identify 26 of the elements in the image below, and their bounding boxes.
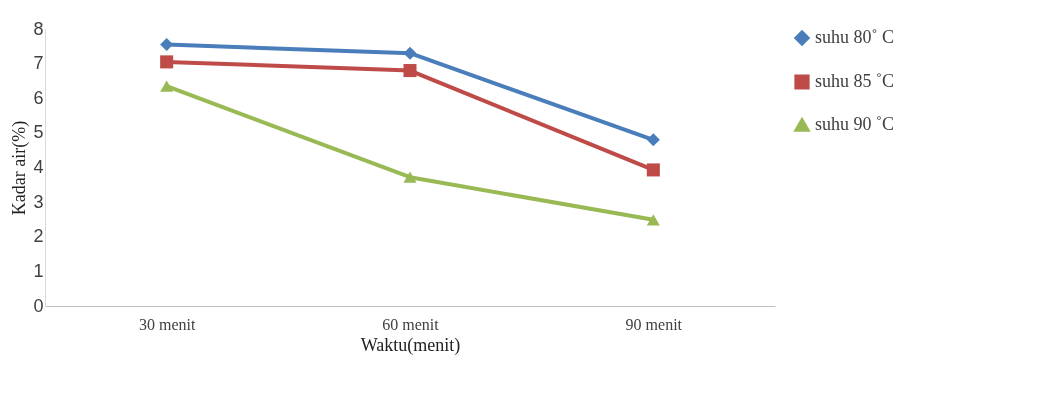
x-axis-title: Waktu(menit) [360, 334, 461, 356]
y-tick-label: 0 [33, 295, 44, 316]
x-tick-label: 60 menit [382, 315, 440, 333]
x-tick-label: 90 menit [625, 315, 683, 333]
y-tick-label: 8 [33, 18, 44, 39]
y-tick-label: 7 [33, 53, 44, 74]
point [403, 64, 417, 78]
point [160, 80, 174, 92]
legend-label: suhu 90 ˚C [815, 114, 895, 134]
y-tick-label: 1 [33, 260, 44, 281]
point [646, 214, 660, 226]
y-tick-label: 6 [33, 87, 44, 108]
y-tick-label: 2 [33, 226, 44, 247]
point [646, 133, 660, 147]
y-tick-label: 3 [33, 191, 44, 212]
point [403, 46, 417, 60]
x-tick-label: 30 menit [138, 315, 196, 333]
point [160, 55, 174, 69]
y-tick-label: 4 [33, 157, 44, 177]
legend-label: suhu 85 ˚C [815, 71, 895, 91]
legend-label: suhu 80˚ C [815, 27, 895, 47]
y-axis-title: Kadar air(%) [9, 120, 31, 216]
y-tick-label: 5 [33, 122, 44, 143]
point [160, 38, 174, 52]
point [646, 163, 660, 177]
point [403, 171, 417, 183]
